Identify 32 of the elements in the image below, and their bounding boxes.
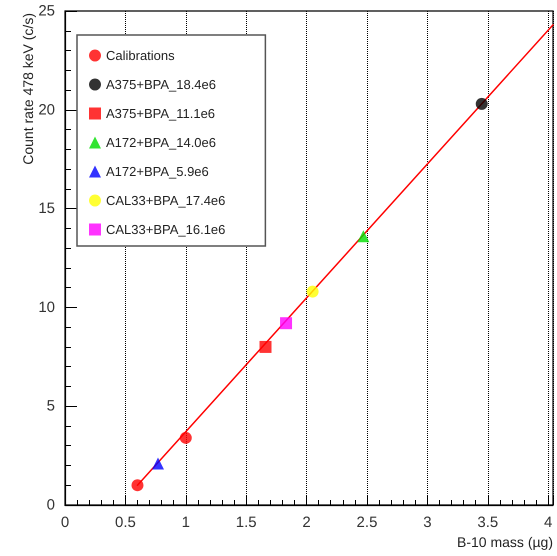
legend-label: CAL33+BPA_17.4e6 xyxy=(106,193,226,208)
x-tick-label: 1 xyxy=(182,514,190,531)
legend-label: A172+BPA_14.0e6 xyxy=(106,135,216,150)
legend-label: A375+BPA_11.1e6 xyxy=(106,106,216,121)
point xyxy=(357,230,370,242)
y-tick-label: 10 xyxy=(38,298,55,316)
y-tick-label: 5 xyxy=(46,398,55,415)
y-tick-label: 25 xyxy=(38,2,55,20)
legend-label: A172+BPA_5.9e6 xyxy=(106,164,209,179)
point xyxy=(280,317,292,330)
y-tick-label: 20 xyxy=(38,101,55,118)
y-tick-label: 0 xyxy=(46,496,55,514)
point xyxy=(180,432,192,444)
x-tick-label: 4 xyxy=(544,514,552,531)
point xyxy=(476,98,488,110)
legend-label: A375+BPA_18.4e6 xyxy=(106,77,216,92)
legend-label: Calibrations xyxy=(106,48,176,63)
legend-label: CAL33+BPA_16.1e6 xyxy=(106,222,226,237)
x-tick-label: 3.5 xyxy=(477,514,498,531)
point xyxy=(152,458,164,470)
x-tick-label: 2.5 xyxy=(356,514,378,531)
x-tick-label: 0 xyxy=(60,514,70,531)
x-tick-label: 2 xyxy=(302,514,311,531)
x-tick-label: 1.5 xyxy=(236,514,257,531)
point xyxy=(131,479,144,492)
point xyxy=(260,340,272,353)
x-tick-label: 0.5 xyxy=(114,514,136,531)
y-tick-label: 15 xyxy=(38,200,55,218)
point xyxy=(306,286,319,298)
x-axis-title: B-10 mass (µg) xyxy=(457,534,553,550)
x-tick-label: 3 xyxy=(423,514,432,531)
y-axis-title: Count rate 478 keV (c/s) xyxy=(20,13,36,165)
